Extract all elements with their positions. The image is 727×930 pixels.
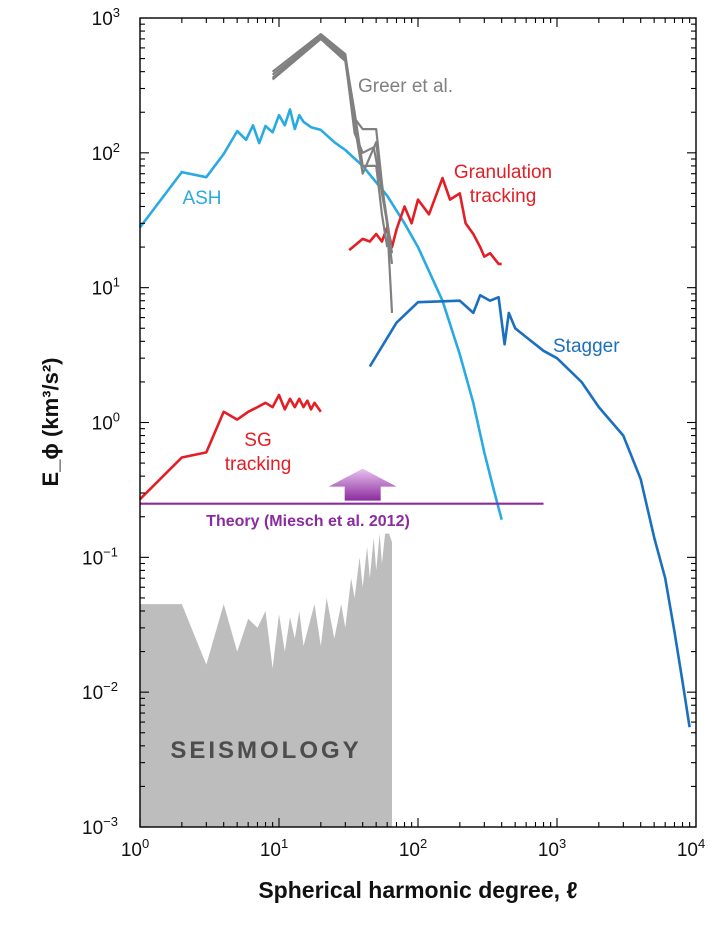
y-axis-title: E_ϕ (km³/s²) xyxy=(38,358,63,487)
seismology-layer: SEISMOLOGY xyxy=(140,533,392,827)
x-tick-label: 101 xyxy=(260,836,288,861)
sg-tracking-label: SG tracking xyxy=(225,430,292,475)
x-tick-label: 103 xyxy=(538,836,566,861)
y-tick-label: 102 xyxy=(92,140,120,165)
greer-et-al-line-3 xyxy=(271,33,394,265)
greer-et-al-line-4 xyxy=(271,36,394,254)
theory-arrow-icon xyxy=(328,468,397,501)
x-tick-label: 100 xyxy=(121,836,149,861)
greer-et-al-label: Greer et al. xyxy=(358,76,453,97)
x-tick-label: 104 xyxy=(677,836,705,861)
y-tick-label: 103 xyxy=(92,5,120,30)
x-axis-title: Spherical harmonic degree, ℓ xyxy=(258,877,577,903)
y-tick-label: 100 xyxy=(92,410,120,435)
granulation-tracking-label: Granulation tracking xyxy=(454,162,552,207)
seismology-label: SEISMOLOGY xyxy=(170,737,361,764)
ticks-layer xyxy=(139,18,696,828)
theory-label: Theory (Miesch et al. 2012) xyxy=(206,513,410,530)
theory-layer xyxy=(140,468,544,505)
seismology-area xyxy=(140,533,392,827)
y-tick-label: 10−2 xyxy=(82,679,118,704)
stagger-label: Stagger xyxy=(553,336,620,357)
greer-et-al-line-1 xyxy=(271,35,389,248)
x-tick-label: 102 xyxy=(399,836,427,861)
granulation-tracking-line xyxy=(348,176,502,266)
y-tick-label: 10−3 xyxy=(82,814,118,839)
y-tick-label: 101 xyxy=(92,275,120,300)
series-layer xyxy=(138,33,691,728)
labels-layer: 100 101 102 103 104 10−3 10−2 10−1 100 101 102 103 S… xyxy=(38,5,705,903)
ash-line xyxy=(138,108,503,521)
ash-label: ASH xyxy=(182,188,221,209)
sg-tracking-line xyxy=(139,393,322,501)
stagger-line xyxy=(368,293,691,728)
y-tick-label: 10−1 xyxy=(82,544,118,569)
